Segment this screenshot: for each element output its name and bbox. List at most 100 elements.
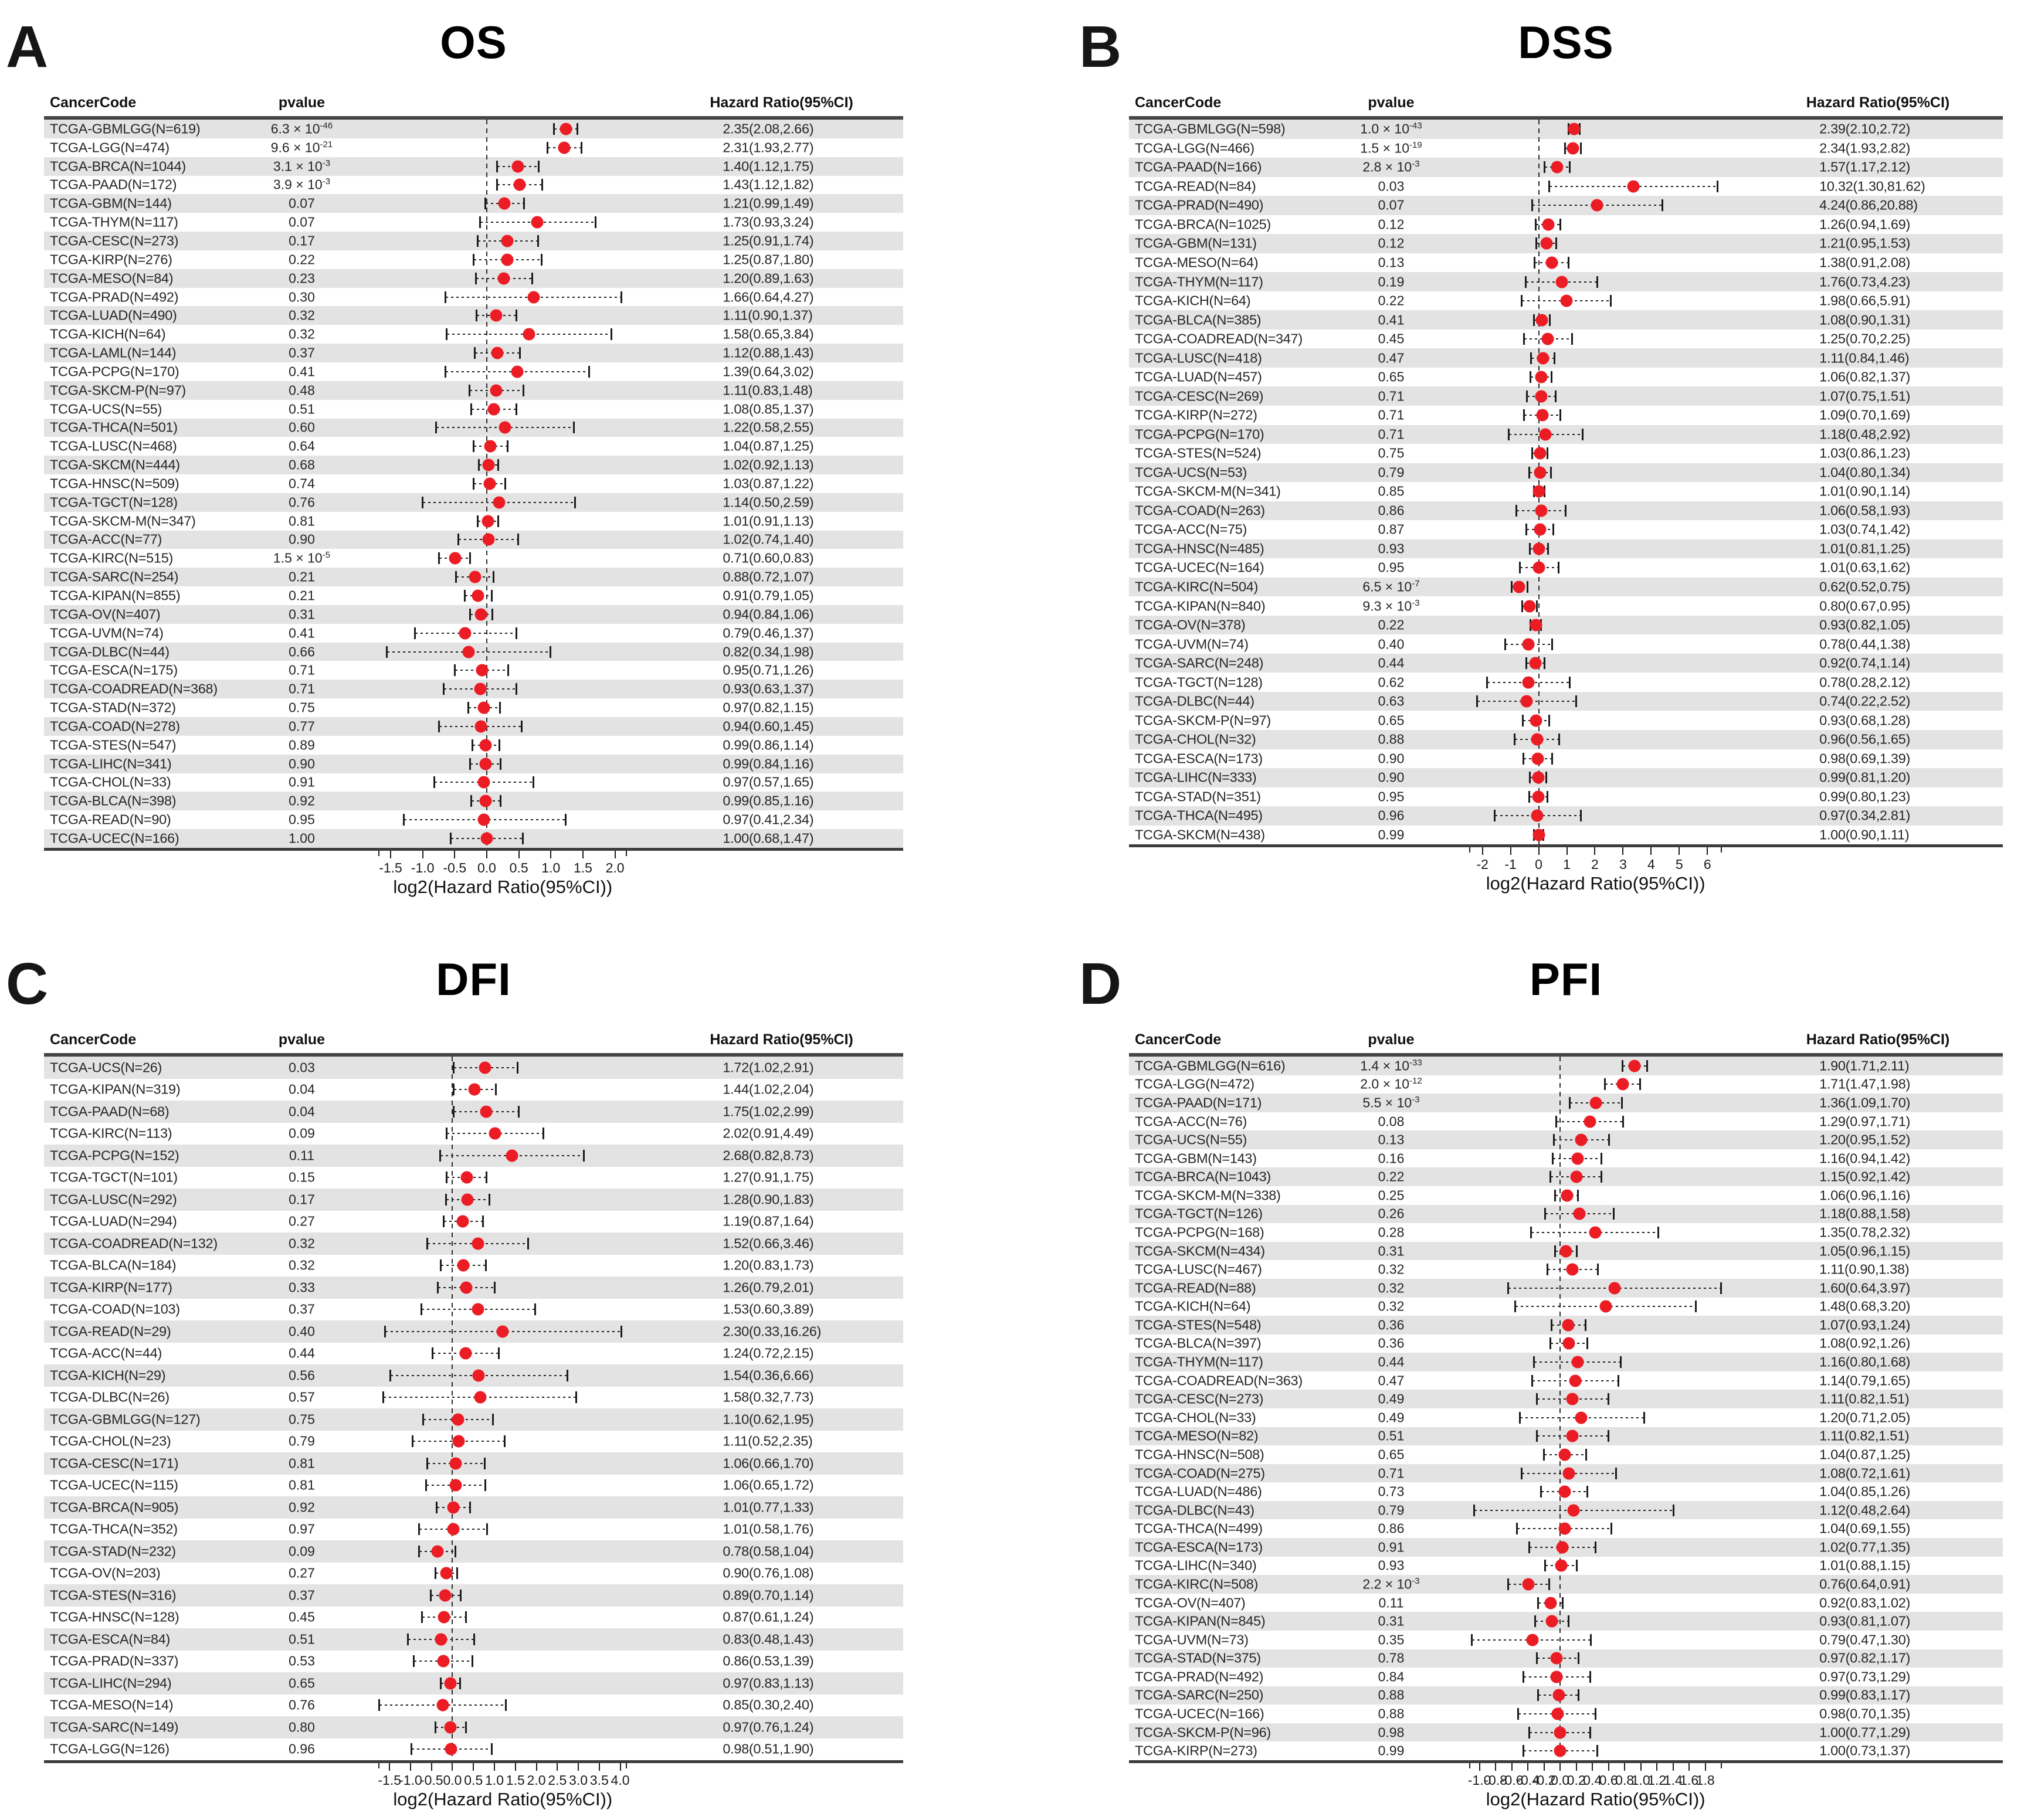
hazard-ratio-dot xyxy=(1523,600,1536,613)
hazard-ratio-label: 1.03(0.74,1.42) xyxy=(1819,521,1910,537)
forest-row: TCGA-OV(N=378) 0.22 0.93(0.82,1.05) xyxy=(1129,615,2003,635)
pvalue-label: 0.95 xyxy=(1378,789,1405,804)
ci-plot-cell xyxy=(1470,1112,1721,1131)
pvalue-label: 0.23 xyxy=(289,270,315,286)
pvalue-label: 1.5 × 10-5 xyxy=(273,550,331,566)
cancer-code-label: TCGA-CHOL(N=33) xyxy=(1135,1410,1256,1425)
forest-row: TCGA-UCS(N=55) 0.51 1.08(0.85,1.37) xyxy=(44,400,903,419)
ci-plot-cell xyxy=(379,269,626,288)
axis-tick xyxy=(514,1763,516,1771)
pvalue-exponent: -3 xyxy=(1412,1094,1420,1105)
forest-row: TCGA-KIRC(N=504) 6.5 × 10-7 0.62(0.52,0.75… xyxy=(1129,577,2003,597)
hazard-ratio-label: 1.26(0.94,1.69) xyxy=(1819,216,1910,232)
hazard-ratio-dot xyxy=(558,141,571,154)
hazard-ratio-dot xyxy=(1532,485,1545,498)
ci-plot-cell xyxy=(1470,1723,1721,1742)
hazard-ratio-label: 0.97(0.34,2.81) xyxy=(1819,807,1910,823)
pvalue-exponent: -21 xyxy=(320,139,333,150)
axis-tick-label: -0.4 xyxy=(1516,1773,1540,1788)
pvalue-label: 0.22 xyxy=(1378,617,1405,633)
forest-row: TCGA-THYM(N=117) 0.19 1.76(0.73,4.23) xyxy=(1129,272,2003,291)
ci-plot-cell xyxy=(379,1123,626,1145)
forest-row: TCGA-PAAD(N=68) 0.04 1.75(1.02,2.99) xyxy=(44,1101,903,1123)
pvalue-label: 0.64 xyxy=(289,438,315,454)
ci-plot-cell xyxy=(379,1101,626,1123)
ci-plot-cell xyxy=(1470,634,1721,654)
cancer-code-label: TCGA-CHOL(N=33) xyxy=(50,774,171,790)
hazard-ratio-dot xyxy=(1529,657,1542,670)
cancer-code-label: TCGA-KICH(N=29) xyxy=(50,1367,166,1383)
forest-row: TCGA-UCS(N=55) 0.13 1.20(0.95,1.52) xyxy=(1129,1130,2003,1149)
hazard-ratio-dot xyxy=(1542,218,1555,231)
cancer-code-label: TCGA-HNSC(N=508) xyxy=(1135,1447,1264,1462)
pvalue-exponent: -46 xyxy=(320,120,333,131)
cancer-code-label: TCGA-GBM(N=144) xyxy=(50,195,172,211)
hazard-ratio-label: 1.00(0.68,1.47) xyxy=(723,830,814,846)
axis-tick-label: -0.2 xyxy=(1532,1773,1556,1788)
cancer-code-label: TCGA-PRAD(N=337) xyxy=(50,1653,179,1669)
cancer-code-label: TCGA-GBMLGG(N=616) xyxy=(1135,1058,1286,1074)
ci-plot-cell xyxy=(379,755,626,773)
forest-row: TCGA-CESC(N=273) 0.17 1.25(0.91,1.74) xyxy=(44,232,903,250)
forest-row: TCGA-PAAD(N=171) 5.5 × 10-3 1.36(1.09,1.70… xyxy=(1129,1094,2003,1112)
forest-row: TCGA-GBM(N=143) 0.16 1.16(0.94,1.42) xyxy=(1129,1149,2003,1168)
pvalue-exponent: -12 xyxy=(1409,1076,1422,1086)
forest-row: TCGA-THCA(N=499) 0.86 1.04(0.69,1.55) xyxy=(1129,1519,2003,1538)
forest-row: TCGA-LGG(N=126) 0.96 0.98(0.51,1.90) xyxy=(44,1738,903,1761)
cancer-code-label: TCGA-SKCM-P(N=96) xyxy=(1135,1724,1271,1740)
forest-row: TCGA-LGG(N=472) 2.0 × 10-12 1.71(1.47,1.98… xyxy=(1129,1075,2003,1094)
hazard-ratio-label: 1.18(0.88,1.58) xyxy=(1819,1206,1910,1221)
pvalue-label: 0.19 xyxy=(1378,274,1405,290)
cancer-code-label: TCGA-STAD(N=232) xyxy=(50,1543,176,1559)
hazard-ratio-label: 1.01(0.77,1.33) xyxy=(723,1499,814,1515)
hazard-ratio-dot xyxy=(1591,199,1603,212)
x-axis-label: log2(Hazard Ratio(95%CI)) xyxy=(1486,873,1706,894)
pvalue-label: 9.6 × 10-21 xyxy=(270,139,333,155)
axis-tick-label: -1.0 xyxy=(399,1773,422,1788)
cancer-code-label: TCGA-READ(N=29) xyxy=(50,1323,171,1339)
axis-tick xyxy=(582,851,584,858)
axis-tick-label: -1.5 xyxy=(378,1773,402,1788)
hazard-ratio-label: 1.27(0.91,1.75) xyxy=(723,1169,814,1185)
ci-plot-cell xyxy=(1470,1371,1721,1390)
cancer-code-label: TCGA-UVM(N=74) xyxy=(50,625,164,641)
pvalue-label: 0.51 xyxy=(289,401,315,417)
axis-end-tick xyxy=(378,851,380,856)
hazard-ratio-dot xyxy=(1628,1060,1641,1072)
x-axis: log2(Hazard Ratio(95%CI)) -2 -1 0 1 2 3 4 5 6 xyxy=(1129,847,2003,904)
ci-plot-cell xyxy=(1470,539,1721,559)
axis-tick xyxy=(619,1763,621,1771)
hazard-ratio-dot xyxy=(1558,1448,1571,1461)
hazard-ratio-label: 1.14(0.79,1.65) xyxy=(1819,1373,1910,1388)
forest-row: TCGA-THCA(N=501) 0.60 1.22(0.58,2.55) xyxy=(44,418,903,437)
hazard-ratio-dot xyxy=(1566,1263,1579,1276)
hazard-ratio-dot xyxy=(482,533,495,546)
pvalue-label: 0.09 xyxy=(289,1543,315,1559)
forest-row: TCGA-HNSC(N=508) 0.65 1.04(0.87,1.25) xyxy=(1129,1445,2003,1464)
forest-row: TCGA-BRCA(N=1025) 0.12 1.26(0.94,1.69) xyxy=(1129,215,2003,235)
hazard-ratio-label: 1.24(0.72,2.15) xyxy=(723,1345,814,1361)
ci-plot-cell xyxy=(379,157,626,176)
forest-row: TCGA-BRCA(N=905) 0.92 1.01(0.77,1.33) xyxy=(44,1496,903,1519)
hazard-ratio-label: 0.76(0.64,0.91) xyxy=(1819,1576,1910,1592)
axis-tick-label: 0 xyxy=(1535,857,1542,872)
cancer-code-label: TCGA-LUAD(N=457) xyxy=(1135,369,1262,385)
hazard-ratio-label: 0.98(0.51,1.90) xyxy=(723,1741,814,1757)
cancer-code-label: TCGA-SKCM(N=438) xyxy=(1135,827,1265,843)
cancer-code-label: TCGA-SKCM-M(N=341) xyxy=(1135,483,1281,499)
hazard-ratio-label: 0.95(0.71,1.26) xyxy=(723,662,814,678)
ci-plot-cell xyxy=(379,1255,626,1277)
cancer-code-label: TCGA-ESCA(N=175) xyxy=(50,662,178,678)
hazard-ratio-dot xyxy=(1571,1356,1584,1369)
cancer-code-label: TCGA-MESO(N=84) xyxy=(50,270,174,286)
forest-row: TCGA-STES(N=524) 0.75 1.03(0.86,1.23) xyxy=(1129,444,2003,463)
ci-plot-cell xyxy=(1470,1298,1721,1316)
hazard-ratio-dot xyxy=(1532,542,1545,555)
pvalue-label: 3.9 × 10-3 xyxy=(273,176,331,192)
cancer-code-label: TCGA-HNSC(N=128) xyxy=(50,1609,179,1625)
forest-row: TCGA-STES(N=316) 0.37 0.89(0.70,1.14) xyxy=(44,1584,903,1607)
cancer-code-label: TCGA-STES(N=524) xyxy=(1135,445,1262,461)
hazard-ratio-label: 1.16(0.94,1.42) xyxy=(1819,1150,1910,1166)
ci-plot-cell xyxy=(1470,1408,1721,1427)
